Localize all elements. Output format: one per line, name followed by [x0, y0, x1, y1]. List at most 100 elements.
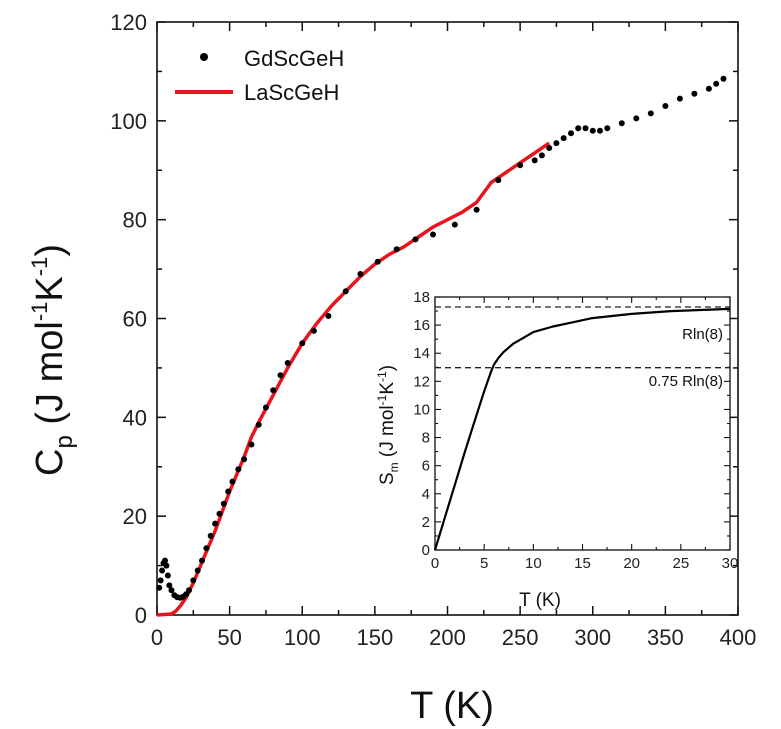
data-point-gdscgeh: [186, 587, 192, 594]
data-point-gdscgeh: [357, 271, 364, 277]
x-tick-label: 15: [574, 555, 591, 572]
data-point-gdscgeh: [546, 145, 553, 151]
inset-y-symbol: S: [377, 472, 398, 485]
inset-plot: 0 5 10 15 20 25 30 0 2 4 6 8 10 12 14 16 18 Rln(8) 0.75 …: [375, 289, 738, 611]
y-tick-label: 10: [413, 401, 430, 418]
x-tick-label: 5: [480, 555, 488, 572]
data-point-gdscgeh: [618, 120, 625, 127]
data-point-gdscgeh: [568, 130, 574, 137]
data-point-gdscgeh: [241, 456, 248, 463]
main-y-close: ): [29, 244, 71, 257]
inset-y-title: Sm (J mol-1K-1): [375, 365, 401, 485]
data-point-gdscgeh: [212, 520, 219, 527]
inset-y-subscript: m: [387, 462, 401, 472]
data-point-gdscgeh: [589, 127, 596, 134]
data-point-gdscgeh: [248, 441, 255, 448]
y-tick-label: 14: [413, 345, 430, 362]
series-line: [433, 307, 731, 551]
data-point-gdscgeh: [262, 404, 269, 411]
y-tick-label: 0: [422, 542, 430, 559]
main-y-subscript: p: [51, 435, 78, 448]
y-tick-label: 80: [123, 208, 147, 233]
data-point-gdscgeh: [575, 125, 582, 132]
legend-label-lascgeh: LaScGeH: [244, 80, 339, 105]
data-point-gdscgeh: [284, 360, 291, 366]
data-point-gdscgeh: [166, 582, 173, 589]
data-point-gdscgeh: [517, 162, 524, 169]
data-point-gdscgeh: [633, 115, 640, 122]
data-point-gdscgeh: [720, 75, 727, 82]
y-tick-label: 2: [422, 514, 430, 531]
inset-y-close: ): [377, 365, 398, 371]
data-point-gdscgeh: [235, 466, 242, 473]
data-point-gdscgeh: [157, 577, 164, 584]
inset-ref-label-partial: 0.75 Rln(8): [649, 373, 723, 390]
data-point-gdscgeh: [538, 152, 545, 159]
x-tick-label: 400: [720, 625, 757, 650]
inset-axis-ticks: 0 5 10 15 20 25 30 0 2 4 6 8 10 12 14 16 18: [413, 289, 738, 572]
data-point-gdscgeh: [582, 125, 589, 132]
data-point-gdscgeh: [374, 258, 381, 265]
main-y-symbol: C: [29, 449, 71, 476]
x-tick-label: 30: [722, 555, 739, 572]
main-series-layer: [156, 75, 727, 617]
data-point-gdscgeh: [553, 140, 560, 147]
y-tick-label: 60: [123, 307, 147, 332]
data-point-gdscgeh: [662, 103, 669, 109]
inset-y-sup2: -1: [375, 371, 389, 382]
legend-label-gdscgeh: GdScGeH: [244, 46, 344, 71]
y-tick-label: 12: [413, 373, 430, 390]
data-point-gdscgeh: [207, 532, 214, 539]
data-point-gdscgeh: [270, 387, 277, 394]
x-tick-label: 100: [284, 625, 321, 650]
main-y-units-b: K: [29, 276, 71, 301]
y-tick-label: 18: [413, 289, 430, 306]
data-point-gdscgeh: [597, 127, 603, 134]
inset-y-sup1: -1: [375, 394, 389, 405]
data-point-gdscgeh: [647, 110, 654, 117]
x-tick-label: 20: [623, 555, 640, 572]
data-point-gdscgeh: [277, 372, 284, 379]
main-y-sup1: -1: [27, 302, 52, 322]
data-point-gdscgeh: [199, 557, 205, 564]
data-point-gdscgeh: [190, 577, 197, 584]
main-y-units-a: (J mol: [29, 321, 71, 424]
main-plot: 0 50 100 150 200 250 300 350 400020406080100120 …: [27, 10, 756, 727]
data-point-gdscgeh: [164, 572, 171, 579]
data-point-gdscgeh: [342, 288, 349, 295]
data-point-gdscgeh: [560, 135, 567, 142]
data-point-gdscgeh: [203, 545, 210, 552]
data-point-gdscgeh: [255, 421, 262, 428]
data-point-gdscgeh: [430, 231, 436, 238]
legend-marker-gdscgeh: [200, 53, 208, 61]
svg-text:Sm (J mol-1K-1): Sm (J mol-1K-1): [375, 365, 401, 485]
data-point-gdscgeh: [473, 206, 480, 213]
data-point-gdscgeh: [299, 340, 306, 347]
y-tick-label: 4: [422, 486, 430, 503]
data-point-gdscgeh: [325, 313, 332, 319]
y-tick-label: 100: [110, 109, 147, 134]
data-point-gdscgeh: [159, 567, 166, 574]
data-point-gdscgeh: [229, 478, 236, 485]
y-tick-label: 120: [110, 10, 147, 35]
data-point-gdscgeh: [495, 177, 502, 184]
data-point-gdscgeh: [194, 567, 201, 574]
data-point-gdscgeh: [531, 157, 538, 164]
y-tick-label: 20: [123, 504, 147, 529]
legend: GdScGeH LaScGeH: [175, 46, 344, 105]
data-point-gdscgeh: [216, 510, 223, 517]
main-x-title: T (K): [410, 685, 494, 727]
data-point-gdscgeh: [310, 327, 317, 334]
y-tick-label: 40: [123, 405, 147, 430]
y-tick-label: 0: [135, 603, 147, 628]
x-tick-label: 50: [217, 625, 241, 650]
inset-series-layer: [433, 306, 731, 551]
x-tick-label: 350: [647, 625, 684, 650]
data-point-gdscgeh: [163, 562, 170, 569]
x-tick-label: 300: [574, 625, 611, 650]
main-y-sup2: -1: [27, 257, 52, 277]
y-tick-label: 8: [422, 430, 430, 447]
inset-y-units-a: (J mol: [377, 405, 398, 457]
